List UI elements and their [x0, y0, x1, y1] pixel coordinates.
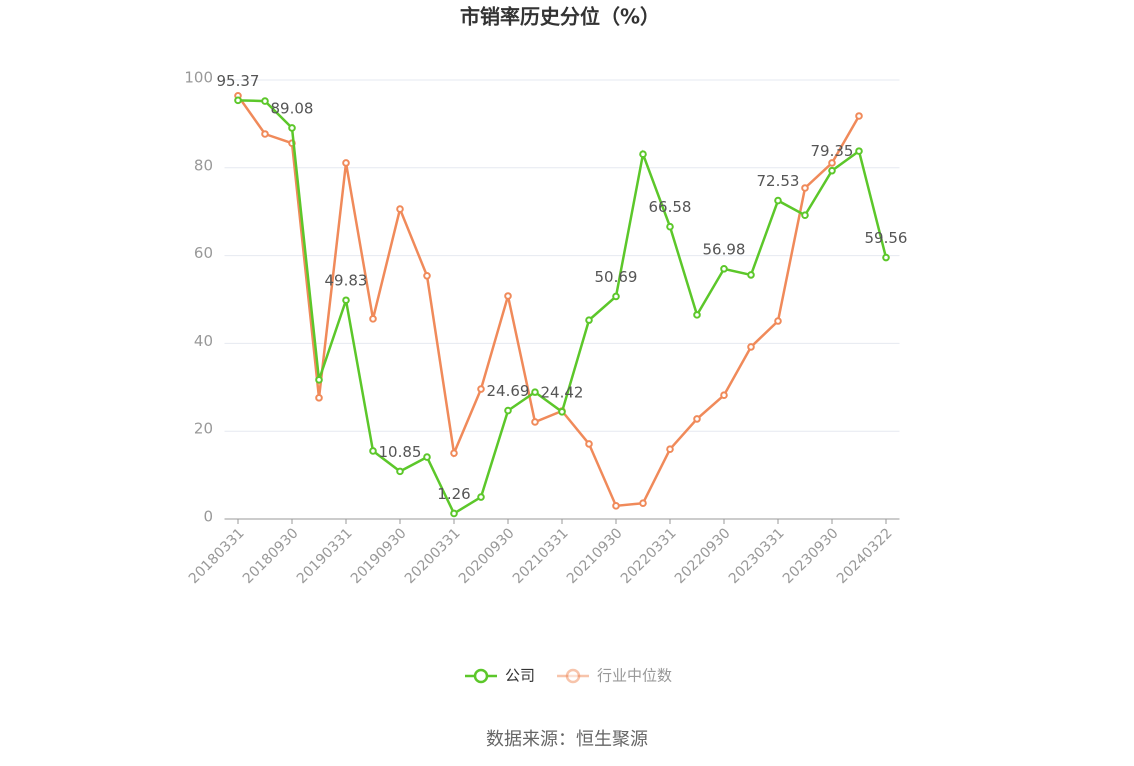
- data-point: [369, 447, 377, 455]
- data-point: [504, 292, 512, 300]
- x-tick-label: 20200331: [402, 525, 464, 587]
- data-point: [477, 493, 485, 501]
- series-line: [236, 95, 861, 508]
- x-tick-label: 20230331: [726, 525, 788, 587]
- data-label: 95.37: [217, 72, 260, 90]
- data-point: [450, 509, 458, 518]
- data-point: [477, 385, 485, 393]
- data-point: [693, 415, 701, 423]
- data-label: 24.69: [487, 382, 530, 400]
- legend-label: 公司: [505, 667, 535, 685]
- data-label: 50.69: [595, 268, 638, 286]
- data-point: [720, 265, 728, 273]
- data-point: [342, 296, 350, 305]
- legend-marker: [473, 668, 489, 684]
- data-point: [666, 222, 674, 231]
- y-tick-label: 60: [194, 244, 213, 262]
- data-point: [828, 159, 836, 167]
- data-point: [261, 130, 269, 138]
- data-point: [504, 406, 512, 415]
- data-point: [261, 97, 269, 105]
- y-tick-label: 0: [203, 508, 213, 526]
- data-point: [396, 205, 404, 213]
- x-tick-label: 20190930: [348, 525, 410, 587]
- data-label: 56.98: [703, 240, 746, 258]
- data-label: 59.56: [865, 229, 908, 247]
- data-point: [369, 315, 377, 323]
- data-point: [423, 271, 431, 280]
- data-label: 10.85: [379, 443, 422, 461]
- data-label: 66.58: [649, 198, 692, 216]
- data-point: [639, 150, 647, 158]
- x-tick-label: 20220930: [672, 525, 734, 587]
- data-point: [531, 418, 539, 426]
- x-tick-label: 20220331: [618, 525, 680, 587]
- data-point: [666, 445, 674, 453]
- data-label: 49.83: [325, 272, 368, 290]
- y-tick-label: 40: [194, 332, 213, 350]
- chart-title: 市销率历史分位（%）: [460, 5, 660, 29]
- data-point: [612, 502, 620, 510]
- data-point: [558, 407, 566, 416]
- data-point: [396, 467, 404, 476]
- data-point: [855, 147, 863, 155]
- data-point: [801, 211, 809, 220]
- x-tick-label: 20210930: [564, 525, 626, 587]
- source-note: 数据来源：恒生聚源: [486, 729, 648, 750]
- data-point: [531, 388, 539, 396]
- data-point: [234, 96, 242, 105]
- y-tick-label: 100: [184, 69, 213, 87]
- data-point: [747, 343, 755, 351]
- data-label: 24.42: [541, 383, 584, 401]
- data-point: [855, 112, 863, 120]
- x-tick-label: 20190331: [294, 525, 356, 587]
- data-point: [423, 453, 431, 461]
- x-tick-label: 20230930: [780, 525, 842, 587]
- data-point: [585, 440, 593, 448]
- y-tick-label: 20: [194, 420, 213, 438]
- data-point: [585, 316, 593, 324]
- legend-marker: [565, 668, 581, 684]
- data-point: [288, 124, 296, 132]
- x-tick-label: 20200930: [456, 525, 518, 587]
- data-point: [612, 292, 620, 301]
- data-point: [774, 196, 782, 205]
- x-tick-label: 20210331: [510, 525, 572, 587]
- data-label: 1.26: [437, 485, 470, 503]
- data-point: [342, 159, 350, 167]
- data-point: [882, 253, 890, 262]
- data-point: [639, 499, 647, 507]
- y-tick-label: 80: [194, 156, 213, 174]
- data-point: [315, 376, 323, 384]
- data-point: [450, 449, 458, 457]
- series-line: [237, 99, 888, 516]
- data-label: 72.53: [757, 172, 800, 190]
- x-tick-label: 20180331: [186, 525, 248, 587]
- data-point: [315, 394, 323, 402]
- data-point: [747, 271, 755, 279]
- x-tick-label: 20180930: [240, 525, 302, 587]
- legend-label: 行业中位数: [597, 667, 672, 685]
- data-point: [828, 166, 836, 175]
- data-point: [720, 391, 728, 400]
- data-label: 79.35: [811, 142, 854, 160]
- data-point: [774, 317, 782, 325]
- data-point: [693, 311, 701, 319]
- x-tick-label: 20240322: [834, 525, 896, 587]
- data-point: [801, 184, 809, 192]
- data-label: 89.08: [271, 99, 314, 117]
